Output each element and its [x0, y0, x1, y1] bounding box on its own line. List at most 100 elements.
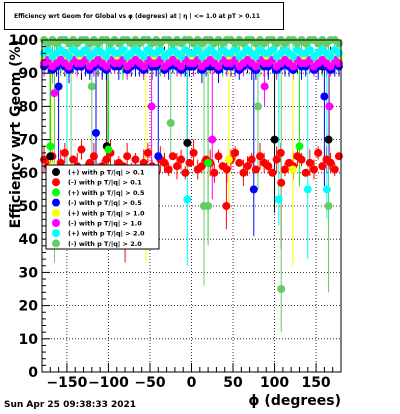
- legend-entry: (-) with p T/|q| > 0.1: [68, 179, 142, 188]
- data-point: [139, 52, 148, 61]
- data-point: [177, 62, 186, 71]
- chart-title-box: Efficiency wrt Geom for Global vs φ (deg…: [4, 2, 284, 30]
- data-point: [160, 158, 169, 167]
- data-point: [289, 52, 298, 61]
- legend-entry: (-) with p T/|q| > 1.0: [68, 220, 142, 229]
- data-point: [310, 165, 319, 174]
- data-point: [322, 185, 331, 194]
- data-point: [183, 138, 192, 147]
- data-point: [276, 148, 285, 157]
- data-point: [91, 128, 100, 137]
- data-point: [102, 62, 111, 71]
- y-tick-label: 30: [19, 265, 39, 281]
- y-tick-label: 40: [19, 232, 39, 248]
- x-axis-label: ϕ (degrees): [248, 393, 341, 409]
- data-point: [204, 202, 213, 210]
- data-point: [231, 148, 240, 157]
- data-point: [318, 162, 327, 171]
- data-point: [164, 165, 173, 174]
- y-tick-label: 0: [28, 365, 38, 381]
- data-point: [104, 145, 113, 154]
- data-point: [131, 155, 140, 164]
- legend-entry: (+) with p T/|q| > 1.0: [68, 209, 145, 218]
- data-point: [224, 155, 233, 164]
- data-point: [277, 178, 286, 187]
- data-point: [87, 82, 96, 91]
- legend: (+) with p T/|q| > 0.1(-) with p T/|q| >…: [45, 164, 160, 250]
- legend-marker: [52, 229, 60, 238]
- y-tick-label: 10: [19, 332, 39, 348]
- data-point: [222, 165, 231, 174]
- data-point: [183, 195, 192, 204]
- data-point: [89, 152, 98, 161]
- data-point: [197, 162, 206, 171]
- data-point: [193, 45, 202, 54]
- data-point: [243, 162, 252, 171]
- legend-entry: (+) with p T/|q| > 2.0: [68, 230, 145, 239]
- data-point: [102, 52, 111, 61]
- data-point: [44, 45, 53, 54]
- data-point: [235, 158, 244, 167]
- y-tick-label: 80: [19, 99, 39, 115]
- y-axis-label: Efficiency wrt Geom (%): [8, 40, 24, 228]
- data-point: [274, 195, 283, 204]
- data-point: [256, 152, 265, 161]
- data-point: [251, 52, 260, 61]
- data-point: [260, 82, 269, 91]
- data-point: [330, 165, 339, 174]
- y-tick-label: 90: [19, 66, 39, 82]
- data-point: [123, 152, 132, 161]
- data-point: [305, 158, 314, 167]
- data-point: [214, 62, 223, 71]
- data-point: [222, 202, 231, 210]
- data-point: [118, 45, 127, 54]
- data-point: [46, 142, 55, 151]
- data-point: [314, 148, 323, 157]
- legend-marker: [52, 198, 60, 207]
- data-point: [208, 135, 217, 144]
- chart-title: Efficiency wrt Geom for Global vs φ (deg…: [14, 12, 261, 20]
- data-point: [77, 145, 86, 154]
- data-point: [325, 102, 334, 111]
- timestamp-footer: Sun Apr 25 09:38:33 2021: [4, 400, 137, 410]
- data-point: [280, 165, 289, 174]
- legend-marker: [52, 239, 60, 248]
- data-point: [268, 45, 277, 54]
- data-point: [50, 89, 59, 98]
- data-point: [320, 92, 329, 101]
- data-point: [253, 102, 262, 111]
- y-tick-label: 70: [19, 133, 39, 149]
- data-point: [326, 158, 335, 167]
- data-point: [168, 152, 177, 161]
- data-point: [272, 155, 281, 164]
- data-point: [181, 168, 190, 177]
- y-tick-label: 50: [19, 199, 39, 215]
- legend-marker: [52, 208, 60, 217]
- data-point: [156, 45, 165, 54]
- data-point: [334, 49, 343, 58]
- data-point: [334, 59, 343, 68]
- grid: [42, 39, 341, 373]
- data-point: [231, 45, 240, 54]
- data-point: [297, 155, 306, 164]
- data-point: [185, 158, 194, 167]
- data-point: [324, 202, 333, 210]
- data-point: [334, 39, 343, 48]
- data-point: [251, 62, 260, 71]
- y-tick-label: 60: [19, 166, 39, 182]
- legend-entry: (-) with p T/|q| > 0.5: [68, 199, 142, 208]
- data-point: [102, 155, 111, 164]
- data-point: [268, 168, 277, 177]
- data-point: [214, 52, 223, 61]
- data-point: [60, 148, 69, 157]
- legend-marker: [52, 219, 60, 227]
- data-point: [139, 62, 148, 71]
- x-tick-label: 150: [301, 375, 330, 391]
- legend-entry: (-) with p T/|q| > 2.0: [68, 240, 142, 249]
- data-point: [54, 82, 63, 91]
- legend-box: [45, 164, 160, 250]
- data-point: [270, 135, 279, 144]
- data-point: [172, 162, 181, 171]
- data-point: [305, 45, 314, 54]
